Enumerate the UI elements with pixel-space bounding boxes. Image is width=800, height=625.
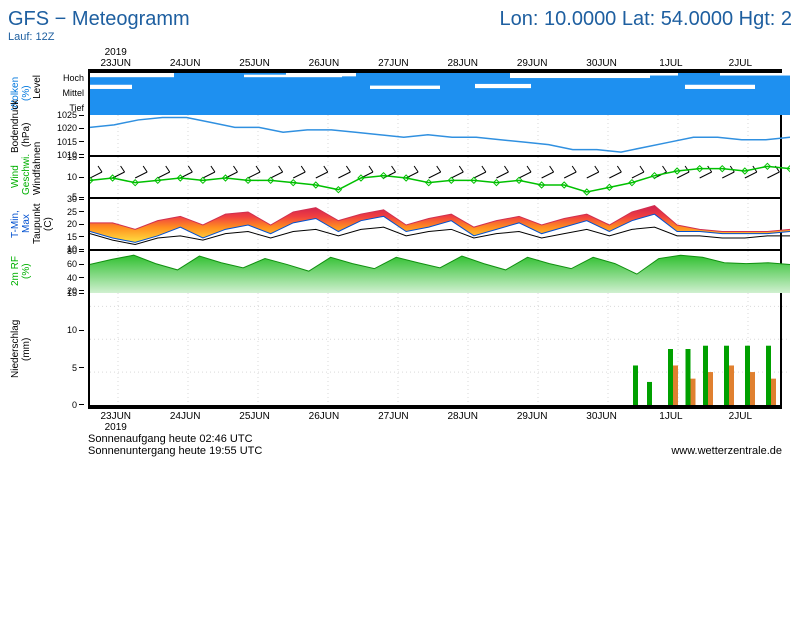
panel-pressure: Bodendruck (hPa) 1025102010151010 <box>90 115 780 157</box>
ylabel-precip-2: (mm) <box>21 293 32 405</box>
ylabel-pressure-2: (hPa) <box>21 115 32 155</box>
wind-svg <box>90 157 790 199</box>
ylabel-pressure-1: Bodendruck <box>10 115 21 155</box>
humidity-svg <box>90 251 790 293</box>
sunrise-text: Sonnenaufgang heute 02:46 UTC <box>88 433 262 445</box>
panel-clouds: Wolken (%) Level HochMittelTief <box>90 73 780 115</box>
panel-precipitation: Niederschlag (mm) 151050 <box>90 293 780 405</box>
ylabel-wind-2: Windfahnen <box>32 157 43 197</box>
ylabel-precip-1: Niederschlag <box>10 293 21 405</box>
ylabel-clouds-2: Level <box>32 73 43 101</box>
ylabel-rh-1: 2m RF (%) <box>10 251 32 291</box>
ylabel-temp-3: (C) <box>43 199 54 249</box>
chart-title: GFS − Meteogramm <box>8 8 190 31</box>
panel-temperature: T-Min, Max Taupunkt (C) 3025201510 <box>90 199 780 251</box>
precipitation-svg <box>90 293 790 405</box>
source-text: www.wetterzentrale.de <box>671 445 782 457</box>
temperature-svg <box>90 199 790 251</box>
panel-humidity: 2m RF (%) 80604020 <box>90 251 780 293</box>
chart-header: GFS − Meteogramm Lon: 10.0000 Lat: 54.00… <box>8 8 792 31</box>
panel-wind: Wind Geschwi. Windfahnen 15105 <box>90 157 780 199</box>
ylabel-temp-1: T-Min, Max <box>10 199 32 249</box>
clouds-svg <box>90 73 790 115</box>
chart-footer: Sonnenaufgang heute 02:46 UTC Sonnenunte… <box>88 433 782 457</box>
sunset-text: Sonnenuntergang heute 19:55 UTC <box>88 445 262 457</box>
pressure-svg <box>90 115 790 157</box>
chart-panels: Wolken (%) Level HochMittelTief Bodendru… <box>88 71 782 407</box>
ylabel-wind-1: Wind Geschwi. <box>10 157 32 197</box>
chart-run: Lauf: 12Z <box>8 31 792 43</box>
top-date-axis: 201923JUN24JUN25JUN26JUN27JUN28JUN29JUN3… <box>88 47 782 71</box>
bottom-date-axis: 23JUN24JUN25JUN26JUN27JUN28JUN29JUN30JUN… <box>88 407 782 431</box>
chart-coords: Lon: 10.0000 Lat: 54.0000 Hgt: 2 <box>500 8 792 31</box>
ylabel-temp-2: Taupunkt <box>32 199 43 249</box>
